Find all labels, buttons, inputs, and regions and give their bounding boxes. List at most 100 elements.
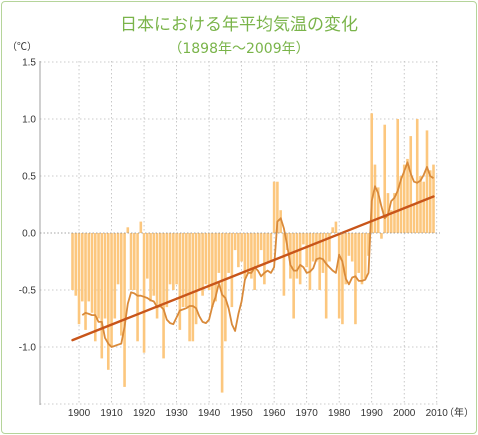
temperature-bar xyxy=(412,204,416,233)
temperature-bar xyxy=(432,164,435,233)
temperature-bar xyxy=(120,233,123,336)
temperature-bar xyxy=(110,233,113,347)
temperature-bar xyxy=(100,233,104,359)
temperature-bar xyxy=(133,233,136,290)
chart-title: 日本における年平均気温の変化 xyxy=(120,15,358,35)
temperature-bar xyxy=(185,233,188,308)
temperature-bar xyxy=(227,233,230,273)
temperature-bar xyxy=(172,233,175,290)
temperature-bar xyxy=(250,233,253,279)
temperature-bar xyxy=(211,233,214,308)
temperature-bar xyxy=(159,233,162,308)
temperature-bar xyxy=(344,233,347,285)
temperature-bar xyxy=(402,164,406,233)
y-tick-label: 0.0 xyxy=(22,229,36,240)
temperature-bar xyxy=(116,233,120,285)
temperature-bar xyxy=(341,233,344,325)
temperature-bar xyxy=(136,233,139,342)
temperature-bar xyxy=(256,233,260,268)
y-axis-unit-label: （℃） xyxy=(7,41,37,53)
temperature-bar xyxy=(357,233,360,273)
axes: 1.5 1.0 0.5 0.0 -0.5 -1.0 1900 1910 1920 1930 1940… xyxy=(19,58,449,420)
temperature-bar xyxy=(367,233,370,256)
temperature-bar xyxy=(321,233,325,273)
temperature-bar xyxy=(217,233,221,273)
x-axis-unit-label: （年） xyxy=(444,406,474,419)
temperature-bar xyxy=(191,233,195,342)
temperature-bar xyxy=(84,233,87,330)
temperature-bar xyxy=(380,233,383,239)
temperature-bar xyxy=(360,233,364,285)
temperature-bar xyxy=(318,233,321,290)
temperature-bar xyxy=(376,187,380,233)
temperature-bar xyxy=(201,233,204,296)
temperature-bar xyxy=(74,233,78,296)
trend-line xyxy=(71,195,435,342)
temperature-bar xyxy=(272,181,276,233)
temperature-bar xyxy=(97,233,100,319)
temperature-bar xyxy=(409,136,413,233)
x-tick-label: 1960 xyxy=(263,408,286,419)
temperature-bar xyxy=(80,233,84,302)
temperature-bar xyxy=(233,233,237,251)
x-tick-label: 1980 xyxy=(328,408,351,419)
temperature-bar xyxy=(146,233,149,279)
temperature-bar xyxy=(415,119,419,233)
temperature-bar xyxy=(126,227,130,233)
chart-subtitle: （1898年～2009年） xyxy=(168,41,309,57)
temperature-bar xyxy=(428,170,432,233)
trend-path xyxy=(71,195,435,342)
bars xyxy=(71,113,435,393)
moving-average-path xyxy=(81,161,435,348)
temperature-bar xyxy=(389,210,393,233)
temperature-bar xyxy=(347,233,351,256)
temperature-bar xyxy=(113,233,117,319)
temperature-bar xyxy=(240,233,243,262)
x-tick-label: 1910 xyxy=(100,408,123,419)
temperature-bar xyxy=(198,233,201,290)
y-tick-label: 1.5 xyxy=(22,58,36,69)
temperature-bar xyxy=(419,176,422,233)
temperature-bar xyxy=(370,113,374,233)
y-tick-label: -0.5 xyxy=(19,286,37,297)
x-tick-label: 2000 xyxy=(393,408,416,419)
temperature-bar xyxy=(178,233,182,330)
y-tick-label: -1.0 xyxy=(19,343,37,354)
temperature-bar xyxy=(334,221,338,233)
temperature-bar xyxy=(77,233,81,325)
temperature-bar xyxy=(188,233,191,342)
moving-average-line xyxy=(81,161,435,348)
temperature-bar xyxy=(425,130,429,233)
temperature-bar xyxy=(207,233,211,290)
temperature-bar xyxy=(152,233,156,296)
temperature-bar xyxy=(175,233,178,285)
temperature-bar xyxy=(214,233,217,302)
temperature-bar xyxy=(363,233,367,279)
temperature-bar xyxy=(396,119,400,233)
temperature-bar xyxy=(181,233,185,308)
temperature-bar xyxy=(354,233,357,325)
temperature-bar xyxy=(253,233,256,290)
temperature-bar xyxy=(383,124,387,233)
temperature-bar xyxy=(230,233,234,308)
temperature-bar xyxy=(266,233,269,262)
x-tick-label: 1990 xyxy=(361,408,384,419)
temperature-bar xyxy=(87,233,91,302)
temperature-bar xyxy=(308,233,312,290)
temperature-bar xyxy=(123,233,126,387)
temperature-bar xyxy=(295,233,299,279)
temperature-bar xyxy=(93,233,97,342)
x-tick-label: 1970 xyxy=(296,408,319,419)
temperature-bar xyxy=(399,176,403,233)
temperature-bar xyxy=(220,233,224,393)
x-tick-label: 1920 xyxy=(133,408,156,419)
temperature-bar xyxy=(237,233,240,268)
temperature-bar xyxy=(305,233,308,268)
x-tick-label: 1950 xyxy=(231,408,254,419)
temperature-bar xyxy=(328,233,331,262)
temperature-bar xyxy=(311,233,315,262)
temperature-bar xyxy=(263,233,266,285)
temperature-bar xyxy=(162,233,165,359)
temperature-bar xyxy=(149,233,152,302)
